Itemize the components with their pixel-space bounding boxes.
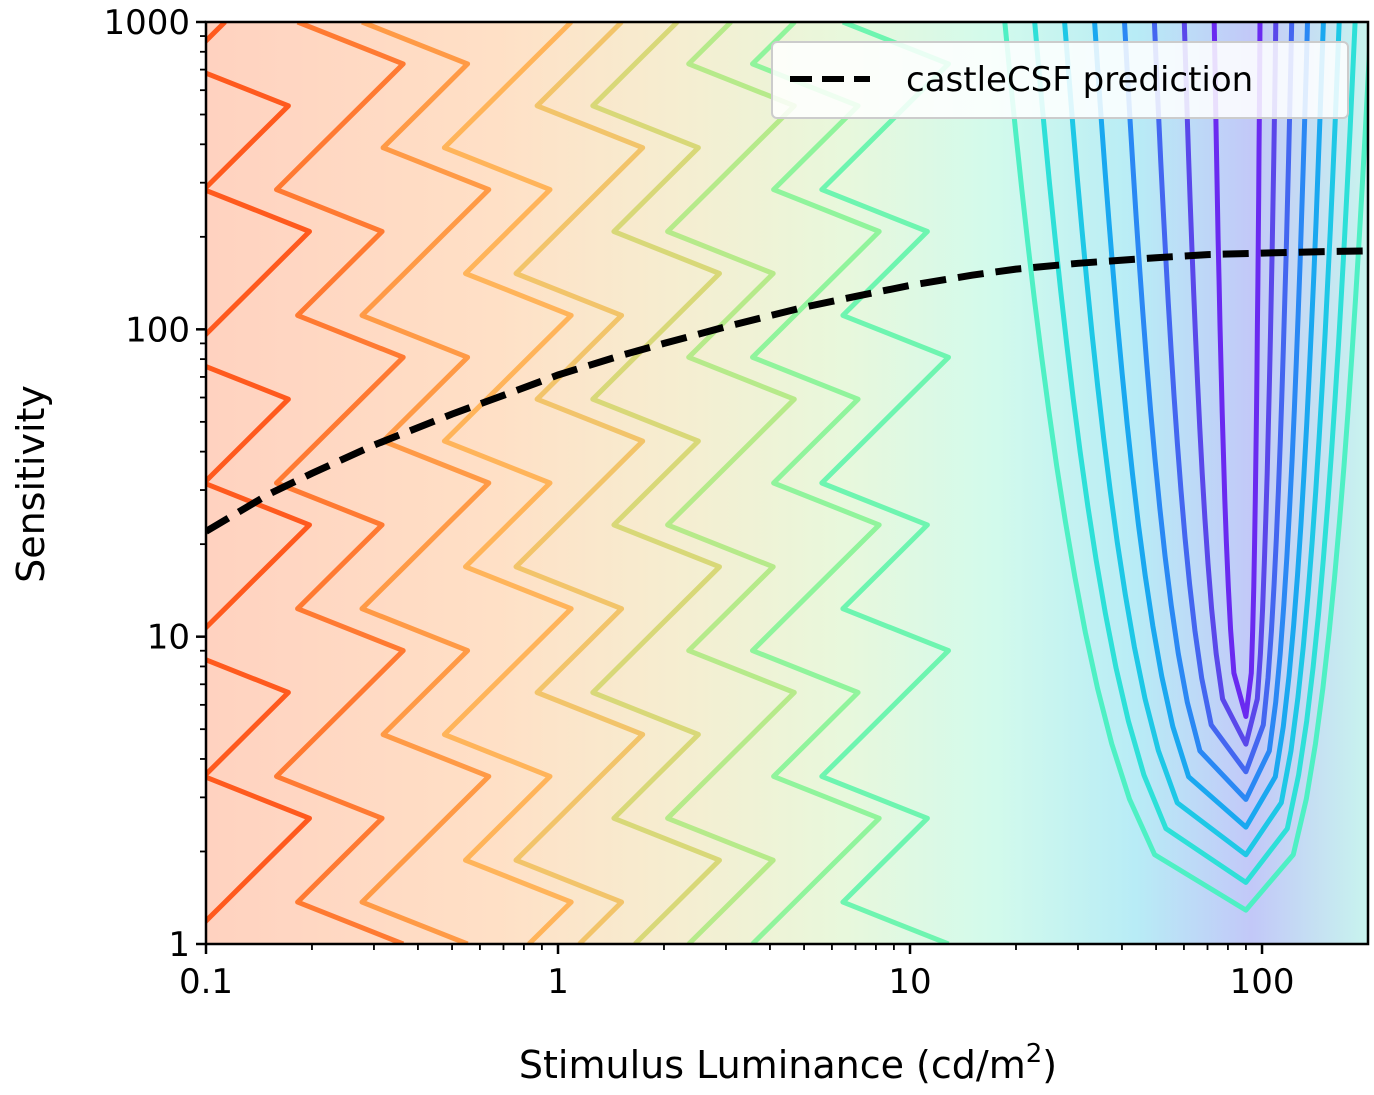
plot-area [204, 20, 1370, 946]
contour-line [359, 22, 492, 944]
contour-line [441, 22, 574, 944]
x-tick-label: 1 [547, 962, 569, 1002]
contour-line [819, 22, 951, 944]
contour-line [750, 22, 882, 944]
contour-line [206, 22, 312, 925]
x-axis: 0.1 1 10 100 [179, 944, 1295, 1002]
contour-line [1151, 22, 1295, 775]
series-layer [206, 247, 1368, 535]
x-tick-label: 0.1 [179, 962, 233, 1002]
contour-line [1181, 22, 1279, 747]
x-axis-title: Stimulus Luminance (cd/m2) [519, 1039, 1057, 1087]
contour-line [665, 22, 797, 944]
y-tick-label: 10 [147, 618, 190, 658]
y-tick-label: 1000 [103, 3, 190, 43]
x-tick-label: 100 [1230, 962, 1295, 1002]
contour-line [1062, 22, 1342, 858]
series-line-castlecsf-prediction [206, 247, 1368, 535]
y-tick-label: 100 [125, 310, 190, 350]
contour-line [1122, 22, 1310, 802]
contour-line [1092, 22, 1326, 830]
x-tick-label: 10 [888, 962, 931, 1002]
legend-label-castlecsf: castleCSF prediction [906, 60, 1253, 100]
contour-line [1002, 22, 1368, 913]
legend: castleCSF prediction [771, 41, 1349, 119]
contour-line [1032, 22, 1358, 885]
contour-line [590, 22, 722, 944]
contour-lines [206, 22, 1368, 944]
contour-line [274, 22, 406, 944]
y-axis-title: Sensitivity [9, 385, 53, 583]
plot-frame [204, 20, 1370, 946]
legend-box [771, 41, 1349, 119]
contour-line [513, 22, 646, 944]
plot-background [206, 22, 1368, 944]
y-axis: 1 10 100 1000 [103, 3, 206, 965]
contour-line [1211, 22, 1263, 719]
y-tick-label: 1 [168, 925, 190, 965]
